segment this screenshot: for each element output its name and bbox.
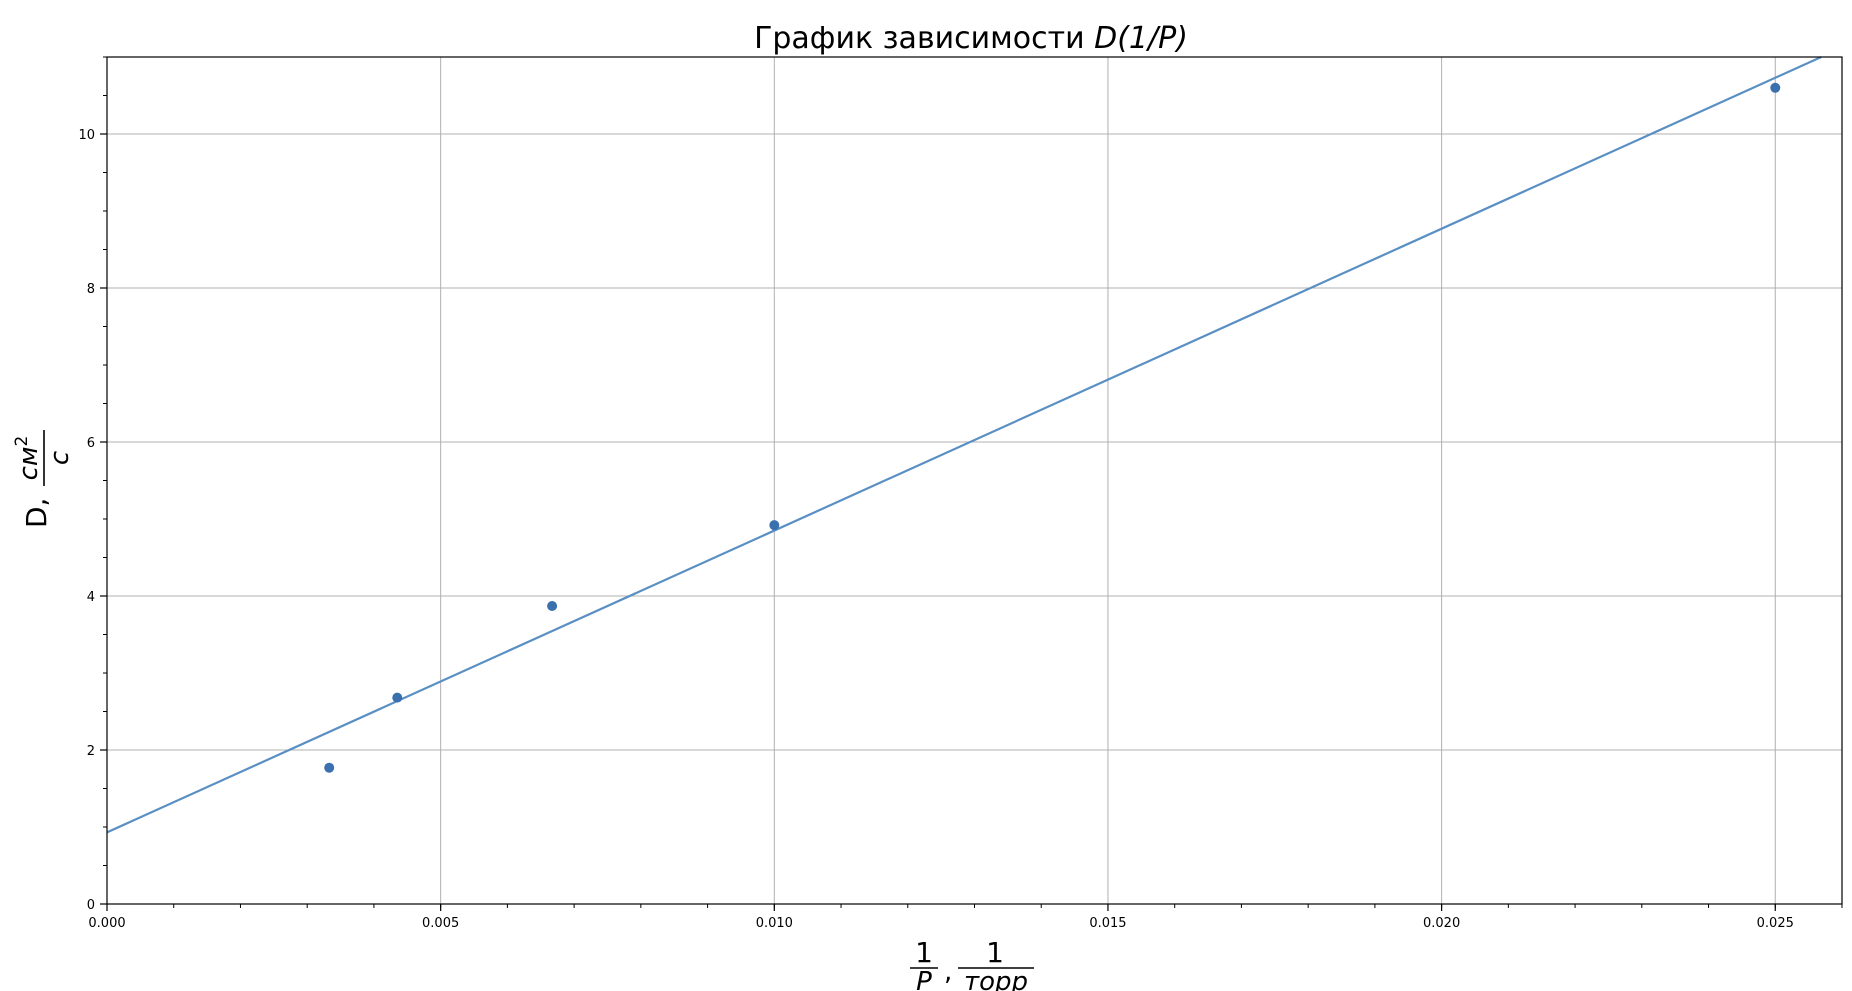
y-label-den: с [45, 451, 75, 465]
y-label-num-text: см [14, 446, 44, 480]
x-label-num2: 1 [986, 936, 1004, 969]
x-label-den2: торр [964, 967, 1028, 991]
y-tick-label-5: 10 [78, 128, 95, 143]
x-label-den1: P [916, 967, 932, 991]
plot-frame [106, 56, 1843, 905]
y-label-prefix: D, [20, 498, 53, 528]
x-label-num1: 1 [915, 936, 933, 969]
y-label-num: см2 [12, 436, 44, 481]
grid [106, 57, 1842, 905]
y-tick-label-0: 0 [87, 898, 95, 913]
x-tick-label-2: 0.010 [756, 916, 793, 931]
y-tick-label-4: 8 [87, 282, 95, 297]
ticks: 0.000 0.005 0.010 0.015 0.020 0.025 0 2 4 6 8 10 [78, 56, 1843, 931]
fit-line [106, 55, 1822, 834]
x-axis-label: 1 P , 1 торр [910, 936, 1034, 991]
y-tick-label-1: 2 [87, 744, 95, 759]
x-label-sep: , [944, 957, 952, 987]
chart-title-math: D(1/P) [1094, 21, 1188, 56]
x-tick-label-4: 0.020 [1423, 916, 1460, 931]
y-axis-label: D, см2 с [12, 430, 75, 528]
data-marks [106, 55, 1822, 834]
y-tick-label-2: 4 [87, 590, 95, 605]
data-point-0-4 [1770, 82, 1781, 93]
chart-title: График зависимости D(1/P) [754, 21, 1188, 56]
data-point-0-1 [392, 692, 403, 703]
x-tick-label-0: 0.000 [88, 916, 125, 931]
x-tick-label-3: 0.015 [1089, 916, 1126, 931]
y-tick-label-3: 6 [87, 436, 95, 451]
chart-title-prefix: График зависимости [754, 21, 1094, 56]
x-tick-label-5: 0.025 [1757, 916, 1794, 931]
data-point-0-2 [547, 601, 558, 612]
data-point-0-3 [769, 520, 780, 531]
data-point-0-0 [324, 762, 335, 773]
x-tick-label-1: 0.005 [422, 916, 459, 931]
y-label-num-sup: 2 [12, 436, 32, 447]
